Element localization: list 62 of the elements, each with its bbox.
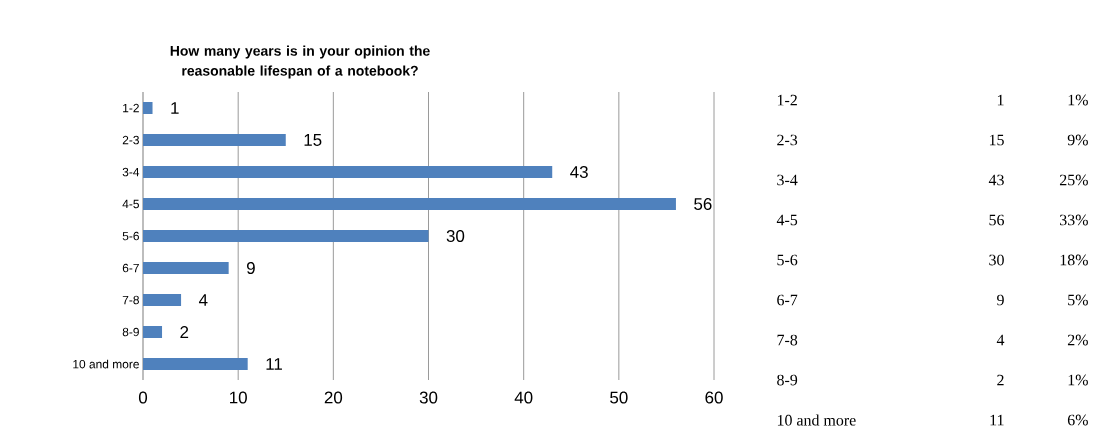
category-label: 4-5 (776, 214, 798, 226)
bar (143, 294, 182, 307)
data-label: 11 (266, 358, 282, 370)
data-label: 43 (570, 166, 588, 179)
y-tick-label: 8-9 (122, 327, 139, 337)
text: 25% (1059, 174, 1088, 186)
data-label: 9 (997, 294, 1004, 306)
bar (143, 198, 676, 211)
text: 1% (1068, 374, 1088, 386)
chart-title: How many years is in your opinion the reasonable lifespan of a notebook? (170, 45, 430, 79)
category-label: 6-7 (777, 294, 798, 306)
text: 1% (1068, 94, 1088, 106)
y-tick-label: 2-3 (122, 135, 139, 145)
category-label: 5-6 (777, 254, 798, 266)
bar (143, 326, 163, 339)
text: 33% (1060, 214, 1088, 226)
y-tick-label: 4-5 (122, 199, 139, 209)
text: 18% (1060, 254, 1088, 266)
text: 9% (1067, 134, 1088, 146)
data-label: 2 (997, 374, 1004, 386)
text: 2% (1067, 334, 1088, 346)
bar (143, 358, 248, 371)
bar (143, 166, 553, 179)
x-tick-label: 50 (610, 391, 628, 404)
bar (143, 102, 153, 115)
category-label: 7-8 (777, 334, 798, 346)
data-label: 56 (694, 198, 712, 211)
data-label: 30 (989, 254, 1004, 266)
data-label: 4 (996, 334, 1005, 346)
x-tick-label: 40 (514, 391, 533, 404)
data-label: 30 (446, 230, 465, 243)
category-label: 10 and more (777, 414, 856, 426)
y-tick-label: 10 and more (73, 359, 139, 369)
x-tick-label: 20 (324, 391, 343, 404)
x-tick-label: 30 (419, 391, 438, 404)
data-label: 2 (180, 326, 189, 338)
x-tick-label: 10 (230, 391, 247, 404)
data-label: 11 (990, 414, 1004, 426)
y-tick-label: 1-2 (123, 103, 139, 113)
data-label: 56 (989, 214, 1005, 226)
data-label: 1 (997, 94, 1004, 106)
x-tick-label: 60 (705, 391, 723, 404)
data-label: 9 (246, 262, 255, 275)
y-tick-label: 3-4 (122, 167, 140, 177)
category-label: 8-9 (777, 374, 798, 386)
x-tick-label: 0 (138, 391, 148, 404)
category-label: 1-2 (777, 94, 797, 106)
data-label: 43 (988, 174, 1004, 186)
bar (143, 262, 229, 275)
data-label: 15 (304, 134, 322, 146)
text: 5% (1068, 294, 1088, 306)
bar (143, 230, 429, 243)
bar (143, 134, 286, 147)
category-label: 2-3 (777, 134, 798, 146)
y-tick-label: 7-8 (122, 295, 139, 305)
data-label: 15 (989, 134, 1004, 146)
y-tick-label: 6-7 (122, 263, 139, 273)
category-label: 3-4 (777, 174, 798, 186)
text: 6% (1067, 414, 1088, 426)
data-label: 1 (171, 102, 179, 114)
y-tick-label: 5-6 (122, 231, 139, 241)
data-label: 4 (198, 294, 208, 306)
